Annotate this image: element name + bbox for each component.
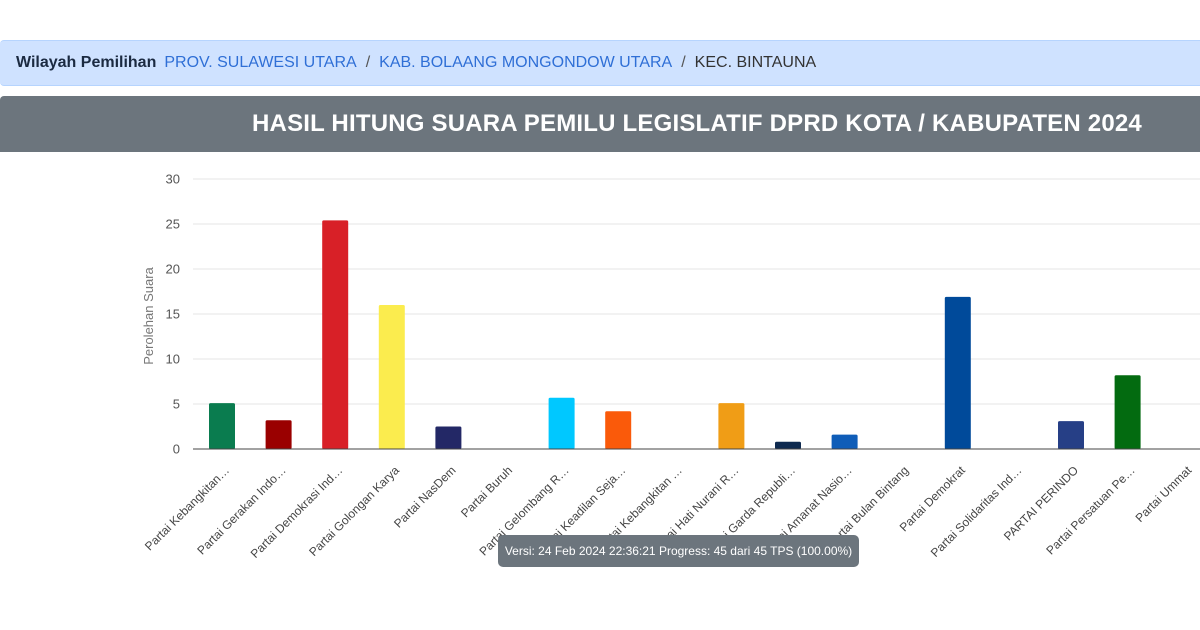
y-tick-label: 20 bbox=[166, 262, 180, 277]
y-axis-label: Perolehan Suara bbox=[141, 266, 156, 364]
breadcrumb-separator: / bbox=[365, 54, 371, 71]
bar[interactable] bbox=[831, 434, 858, 449]
y-tick-label: 30 bbox=[166, 172, 180, 187]
y-axis-ticks: 0 5 10 15 20 25 30 bbox=[166, 172, 180, 457]
y-tick-label: 0 bbox=[173, 442, 180, 457]
chart-gridlines bbox=[193, 178, 1200, 405]
bar[interactable] bbox=[605, 411, 632, 449]
y-tick-label: 15 bbox=[166, 307, 180, 322]
bar[interactable] bbox=[775, 441, 801, 449]
bar[interactable] bbox=[548, 397, 575, 449]
bar[interactable] bbox=[1058, 421, 1084, 449]
breadcrumb-separator: / bbox=[681, 54, 686, 71]
breadcrumb-item-regency[interactable]: KAB. BOLAANG MONGONDOW UTARA bbox=[379, 54, 673, 71]
y-tick-label: 25 bbox=[166, 217, 180, 232]
bar[interactable] bbox=[209, 403, 235, 449]
progress-status-text: Versi: 24 Feb 2024 22:36:21 Progress: 45… bbox=[504, 544, 853, 558]
bar[interactable] bbox=[378, 305, 405, 449]
breadcrumb-item-district: KEC. BINTAUNA bbox=[694, 54, 817, 71]
breadcrumb-label: Wilayah Pemilihan bbox=[16, 54, 157, 71]
x-tick-label: Partai Buruh bbox=[458, 463, 515, 520]
bar[interactable] bbox=[435, 426, 462, 450]
header-bar: HASIL HITUNG SUARA PEMILU LEGISLATIF DPR… bbox=[0, 96, 1200, 152]
bar[interactable] bbox=[718, 403, 745, 449]
y-tick-label: 10 bbox=[166, 352, 180, 367]
bar[interactable] bbox=[322, 220, 349, 449]
x-tick-label: Partai Ummat bbox=[1133, 463, 1195, 525]
x-tick-label: Partai Demokrasi Ind… bbox=[248, 463, 346, 561]
chart-bars bbox=[209, 220, 1141, 449]
bar[interactable] bbox=[944, 296, 971, 449]
breadcrumb: Wilayah Pemilihan PROV. SULAWESI UTARA /… bbox=[0, 40, 1200, 86]
bar[interactable] bbox=[1114, 375, 1141, 449]
bar[interactable] bbox=[265, 420, 292, 449]
progress-tooltip: Versi: 24 Feb 2024 22:36:21 Progress: 45… bbox=[498, 535, 859, 567]
page-title: HASIL HITUNG SUARA PEMILU LEGISLATIF DPR… bbox=[252, 110, 1142, 137]
y-tick-label: 5 bbox=[173, 397, 180, 412]
breadcrumb-item-province[interactable]: PROV. SULAWESI UTARA bbox=[164, 54, 357, 71]
